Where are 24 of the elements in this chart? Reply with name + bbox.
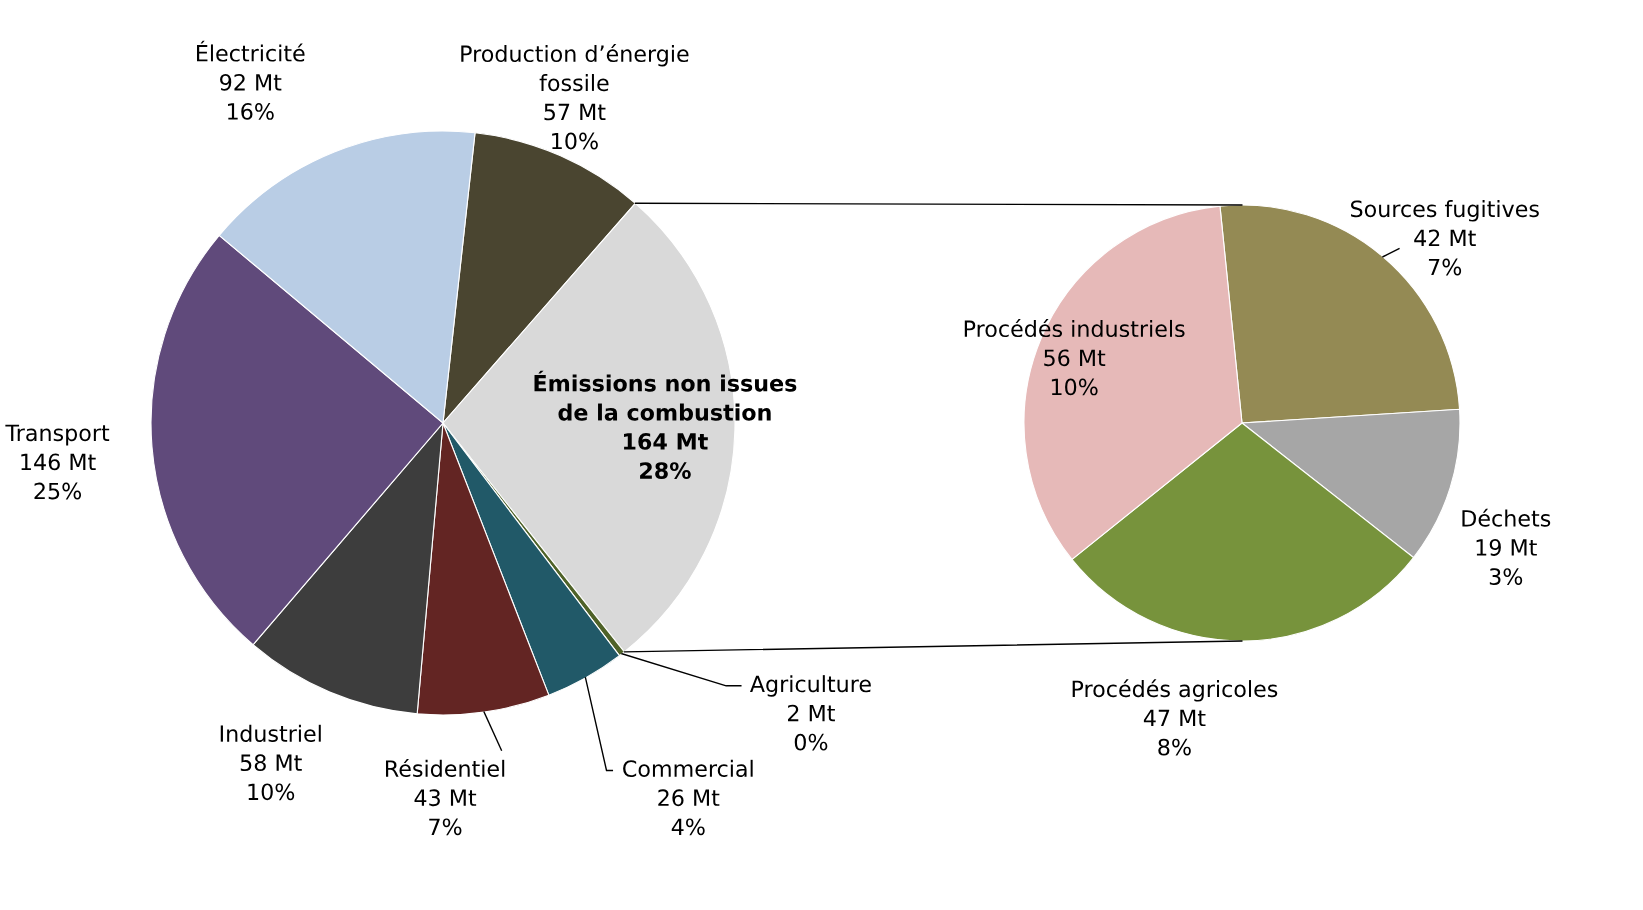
slice-label: Commercial <box>623 759 753 778</box>
data-label: 57 Mt 10% <box>544 103 606 150</box>
data-label: 47 Mt 8% <box>1143 709 1206 756</box>
slice-label: Procédés agricoles <box>1072 679 1278 702</box>
slice-label: Électricité <box>197 40 305 62</box>
data-label: 58 Mt 10% <box>240 754 302 801</box>
data-label: 2 Mt 0% <box>788 704 835 751</box>
data-label: 92 Mt 16% <box>220 73 282 120</box>
slice-label: Résidentiel <box>385 758 505 778</box>
slice-label: Sources fugitives <box>1350 200 1539 222</box>
slice-label: Émissions non issues de la combustion <box>534 370 797 421</box>
slice-label: Déchets <box>1462 508 1551 527</box>
slice-label: Procédés industriels <box>964 319 1185 338</box>
data-label: 43 Mt 7% <box>414 789 477 836</box>
slice-label: Agriculture <box>749 675 871 697</box>
data-label: 56 Mt 10% <box>1044 349 1106 396</box>
slice-label: Production d’énergie fossile <box>461 44 689 92</box>
data-label: 146 Mt 25% <box>21 453 96 500</box>
data-label: 42 Mt 7% <box>1414 229 1476 276</box>
data-label: 164 Mt 28% <box>624 433 708 479</box>
data-label: 26 Mt 4% <box>658 789 720 836</box>
data-label: 19 Mt 3% <box>1476 539 1537 585</box>
slice-label: Industriel <box>220 724 321 742</box>
slice-label: Transport <box>5 424 110 446</box>
